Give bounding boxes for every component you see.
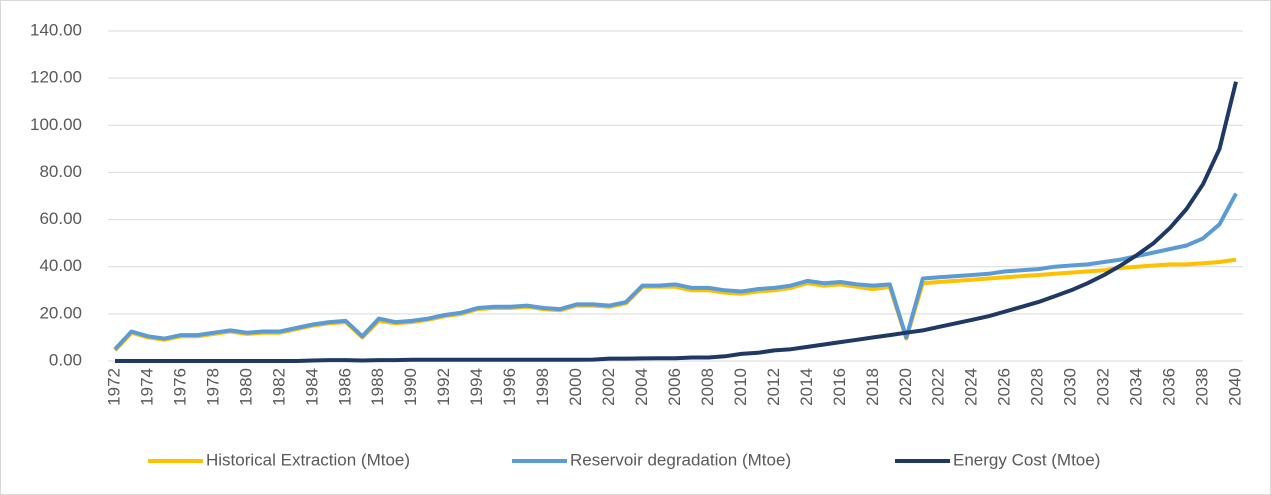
x-tick-label: 2022 bbox=[929, 368, 948, 406]
x-tick-label: 2006 bbox=[665, 368, 684, 406]
x-tick-label: 2024 bbox=[962, 368, 981, 406]
legend-label: Historical Extraction (Mtoe) bbox=[206, 450, 410, 469]
x-tick-label: 1994 bbox=[467, 368, 486, 406]
x-tick-label: 2008 bbox=[698, 368, 717, 406]
legend-label: Energy Cost (Mtoe) bbox=[953, 450, 1100, 469]
x-tick-label: 2018 bbox=[863, 368, 882, 406]
y-tick-label: 100.00 bbox=[30, 115, 82, 134]
x-tick-label: 2032 bbox=[1094, 368, 1113, 406]
x-tick-label: 1976 bbox=[170, 368, 189, 406]
y-tick-label: 80.00 bbox=[39, 162, 82, 181]
line-series bbox=[115, 81, 1238, 363]
x-tick-label: 2014 bbox=[797, 368, 816, 406]
x-tick-label: 1988 bbox=[368, 368, 387, 406]
x-tick-label: 1990 bbox=[401, 368, 420, 406]
x-tick-label: 2030 bbox=[1061, 368, 1080, 406]
x-tick-label: 1992 bbox=[434, 368, 453, 406]
x-tick-label: 2020 bbox=[896, 368, 915, 406]
x-tick-label: 1980 bbox=[236, 368, 255, 406]
x-tick-label: 1998 bbox=[533, 368, 552, 406]
x-tick-label: 1996 bbox=[500, 368, 519, 406]
line-series bbox=[113, 192, 1238, 351]
x-tick-label: 2010 bbox=[731, 368, 750, 406]
x-tick-label: 1986 bbox=[335, 368, 354, 406]
x-tick-label: 1984 bbox=[302, 368, 321, 406]
x-tick-label: 1972 bbox=[104, 368, 123, 406]
x-tick-label: 2040 bbox=[1225, 368, 1244, 406]
y-tick-label: 60.00 bbox=[39, 209, 82, 228]
x-tick-label: 2034 bbox=[1127, 368, 1146, 406]
y-tick-label: 20.00 bbox=[39, 303, 82, 322]
legend-label: Reservoir degradation (Mtoe) bbox=[570, 450, 791, 469]
x-tick-label: 2026 bbox=[995, 368, 1014, 406]
y-tick-label: 40.00 bbox=[39, 256, 82, 275]
x-tick-label: 2000 bbox=[566, 368, 585, 406]
y-tick-label: 120.00 bbox=[30, 68, 82, 87]
x-tick-label: 1978 bbox=[203, 368, 222, 406]
x-tick-label: 2038 bbox=[1193, 368, 1212, 406]
x-tick-label: 1974 bbox=[137, 368, 156, 406]
y-tick-label: 0.00 bbox=[49, 350, 82, 369]
x-tick-label: 2036 bbox=[1160, 368, 1179, 406]
x-tick-label: 2012 bbox=[764, 368, 783, 406]
x-tick-label: 2002 bbox=[599, 368, 618, 406]
y-tick-label: 140.00 bbox=[30, 20, 82, 39]
x-tick-label: 1982 bbox=[269, 368, 288, 406]
x-tick-label: 2028 bbox=[1028, 368, 1047, 406]
x-tick-label: 2004 bbox=[632, 368, 651, 406]
x-tick-label: 2016 bbox=[830, 368, 849, 406]
